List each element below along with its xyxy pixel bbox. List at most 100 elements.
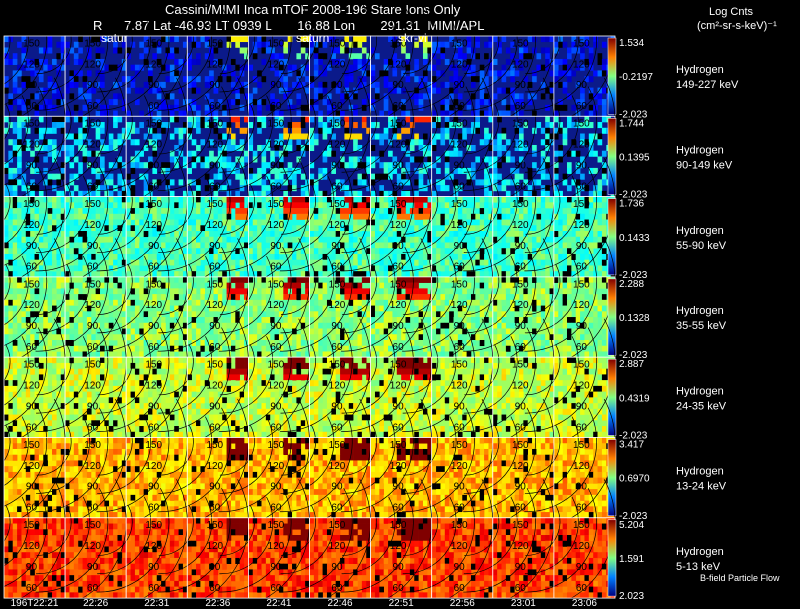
contour-label: 90: [209, 160, 221, 171]
contour-label: 120: [512, 381, 529, 392]
contour-label: 150: [23, 279, 40, 290]
contour-label: 90: [270, 321, 282, 332]
contour-label: 90: [26, 401, 38, 412]
contour-label: 90: [148, 160, 160, 171]
marker-label: skr-vi: [398, 31, 427, 45]
contour-label: 90: [26, 321, 38, 332]
contour-label: 120: [23, 300, 40, 311]
contour-label: 60: [148, 422, 160, 433]
contour-label: 90: [331, 241, 343, 252]
image-panel: 150 120 90 60: [35, 157, 127, 290]
contour-label: 60: [454, 181, 466, 192]
contour-label: 90: [26, 80, 38, 91]
contour-label: 150: [23, 440, 40, 451]
contour-label: 120: [451, 541, 468, 552]
contour-label: 60: [148, 262, 160, 273]
contour-label: 60: [576, 101, 588, 112]
contour-label: 150: [390, 199, 407, 210]
contour-label: 120: [206, 461, 223, 472]
image-panel: 150 120 90 60: [157, 157, 249, 290]
colorbar-max: 5.204: [619, 520, 644, 531]
contour-label: 150: [573, 279, 590, 290]
contour-label: 120: [268, 381, 285, 392]
contour-label: 90: [209, 401, 221, 412]
contour-label: 60: [515, 101, 527, 112]
contour-label: 150: [84, 38, 101, 49]
contour-label: 120: [329, 541, 346, 552]
contour-label: 120: [390, 300, 407, 311]
colorbar-min: -2.023: [619, 190, 648, 201]
contour-label: 60: [87, 583, 99, 594]
ephemeris-line: R 7.87 Lat -46.93 LT 0939 L 16.88 Lon 29…: [93, 18, 485, 33]
contour-label: 120: [145, 381, 162, 392]
contour-label: 150: [512, 440, 529, 451]
contour-label: 90: [87, 562, 99, 573]
contour-label: 60: [576, 342, 588, 353]
contour-label: 90: [331, 160, 343, 171]
contour-label: 60: [87, 422, 99, 433]
colorbar-mid: 1.591: [619, 554, 644, 565]
contour-label: 120: [268, 461, 285, 472]
image-panel: 150 120 90 60: [462, 157, 555, 290]
contour-label: 60: [576, 503, 588, 514]
contour-label: 90: [148, 562, 160, 573]
contour-label: 90: [393, 482, 405, 493]
contour-label: 90: [454, 482, 466, 493]
contour-label: 60: [148, 101, 160, 112]
image-panel: 150 120 90 60: [279, 77, 371, 210]
contour-label: 120: [512, 541, 529, 552]
colorbar-min: -2.023: [619, 270, 648, 281]
contour-label: 60: [454, 583, 466, 594]
contour-label: 150: [451, 360, 468, 371]
image-panel: 150 120 90 60: [218, 0, 310, 129]
contour-label: 90: [454, 321, 466, 332]
contour-label: 150: [145, 440, 162, 451]
image-panel: 150 120 90 60: [96, 318, 188, 451]
contour-label: 60: [148, 503, 160, 514]
contour-label: 90: [87, 482, 99, 493]
contour-label: 120: [451, 220, 468, 231]
contour-label: 60: [515, 503, 527, 514]
contour-label: 120: [268, 140, 285, 151]
contour-label: 60: [26, 342, 38, 353]
contour-label: 150: [268, 360, 285, 371]
time-label: 23:06: [572, 598, 597, 609]
contour-label: 90: [270, 482, 282, 493]
contour-label: 60: [209, 583, 221, 594]
contour-label: 60: [454, 262, 466, 273]
time-label: 22:56: [450, 598, 475, 609]
colorbar-mid: 0.6970: [619, 474, 650, 485]
contour-label: 150: [451, 440, 468, 451]
contour-label: 60: [393, 342, 405, 353]
contour-label: 150: [451, 38, 468, 49]
contour-label: 90: [515, 321, 527, 332]
contour-label: 120: [206, 541, 223, 552]
contour-label: 90: [270, 160, 282, 171]
contour-label: 90: [515, 482, 527, 493]
contour-label: 60: [26, 503, 38, 514]
contour-label: 120: [145, 300, 162, 311]
contour-label: 60: [454, 101, 466, 112]
contour-label: 120: [145, 461, 162, 472]
contour-label: 60: [270, 503, 282, 514]
contour-label: 60: [331, 503, 343, 514]
contour-label: 120: [145, 59, 162, 70]
contour-label: 120: [84, 140, 101, 151]
species-label: Hydrogen: [676, 144, 724, 156]
contour-label: 60: [148, 342, 160, 353]
contour-label: 60: [26, 101, 38, 112]
contour-label: 150: [206, 119, 223, 130]
contour-label: 150: [390, 119, 407, 130]
contour-label: 90: [515, 562, 527, 573]
contour-label: 120: [329, 59, 346, 70]
contour-label: 60: [270, 262, 282, 273]
contour-label: 120: [390, 220, 407, 231]
contour-label: 60: [270, 181, 282, 192]
contour-label: 90: [576, 482, 588, 493]
contour-label: 60: [26, 181, 38, 192]
contour-label: 60: [26, 583, 38, 594]
image-panel: 150 120 90 60: [157, 479, 249, 609]
contour-label: 60: [576, 422, 588, 433]
color-bar: [607, 358, 617, 436]
contour-label: 120: [268, 541, 285, 552]
